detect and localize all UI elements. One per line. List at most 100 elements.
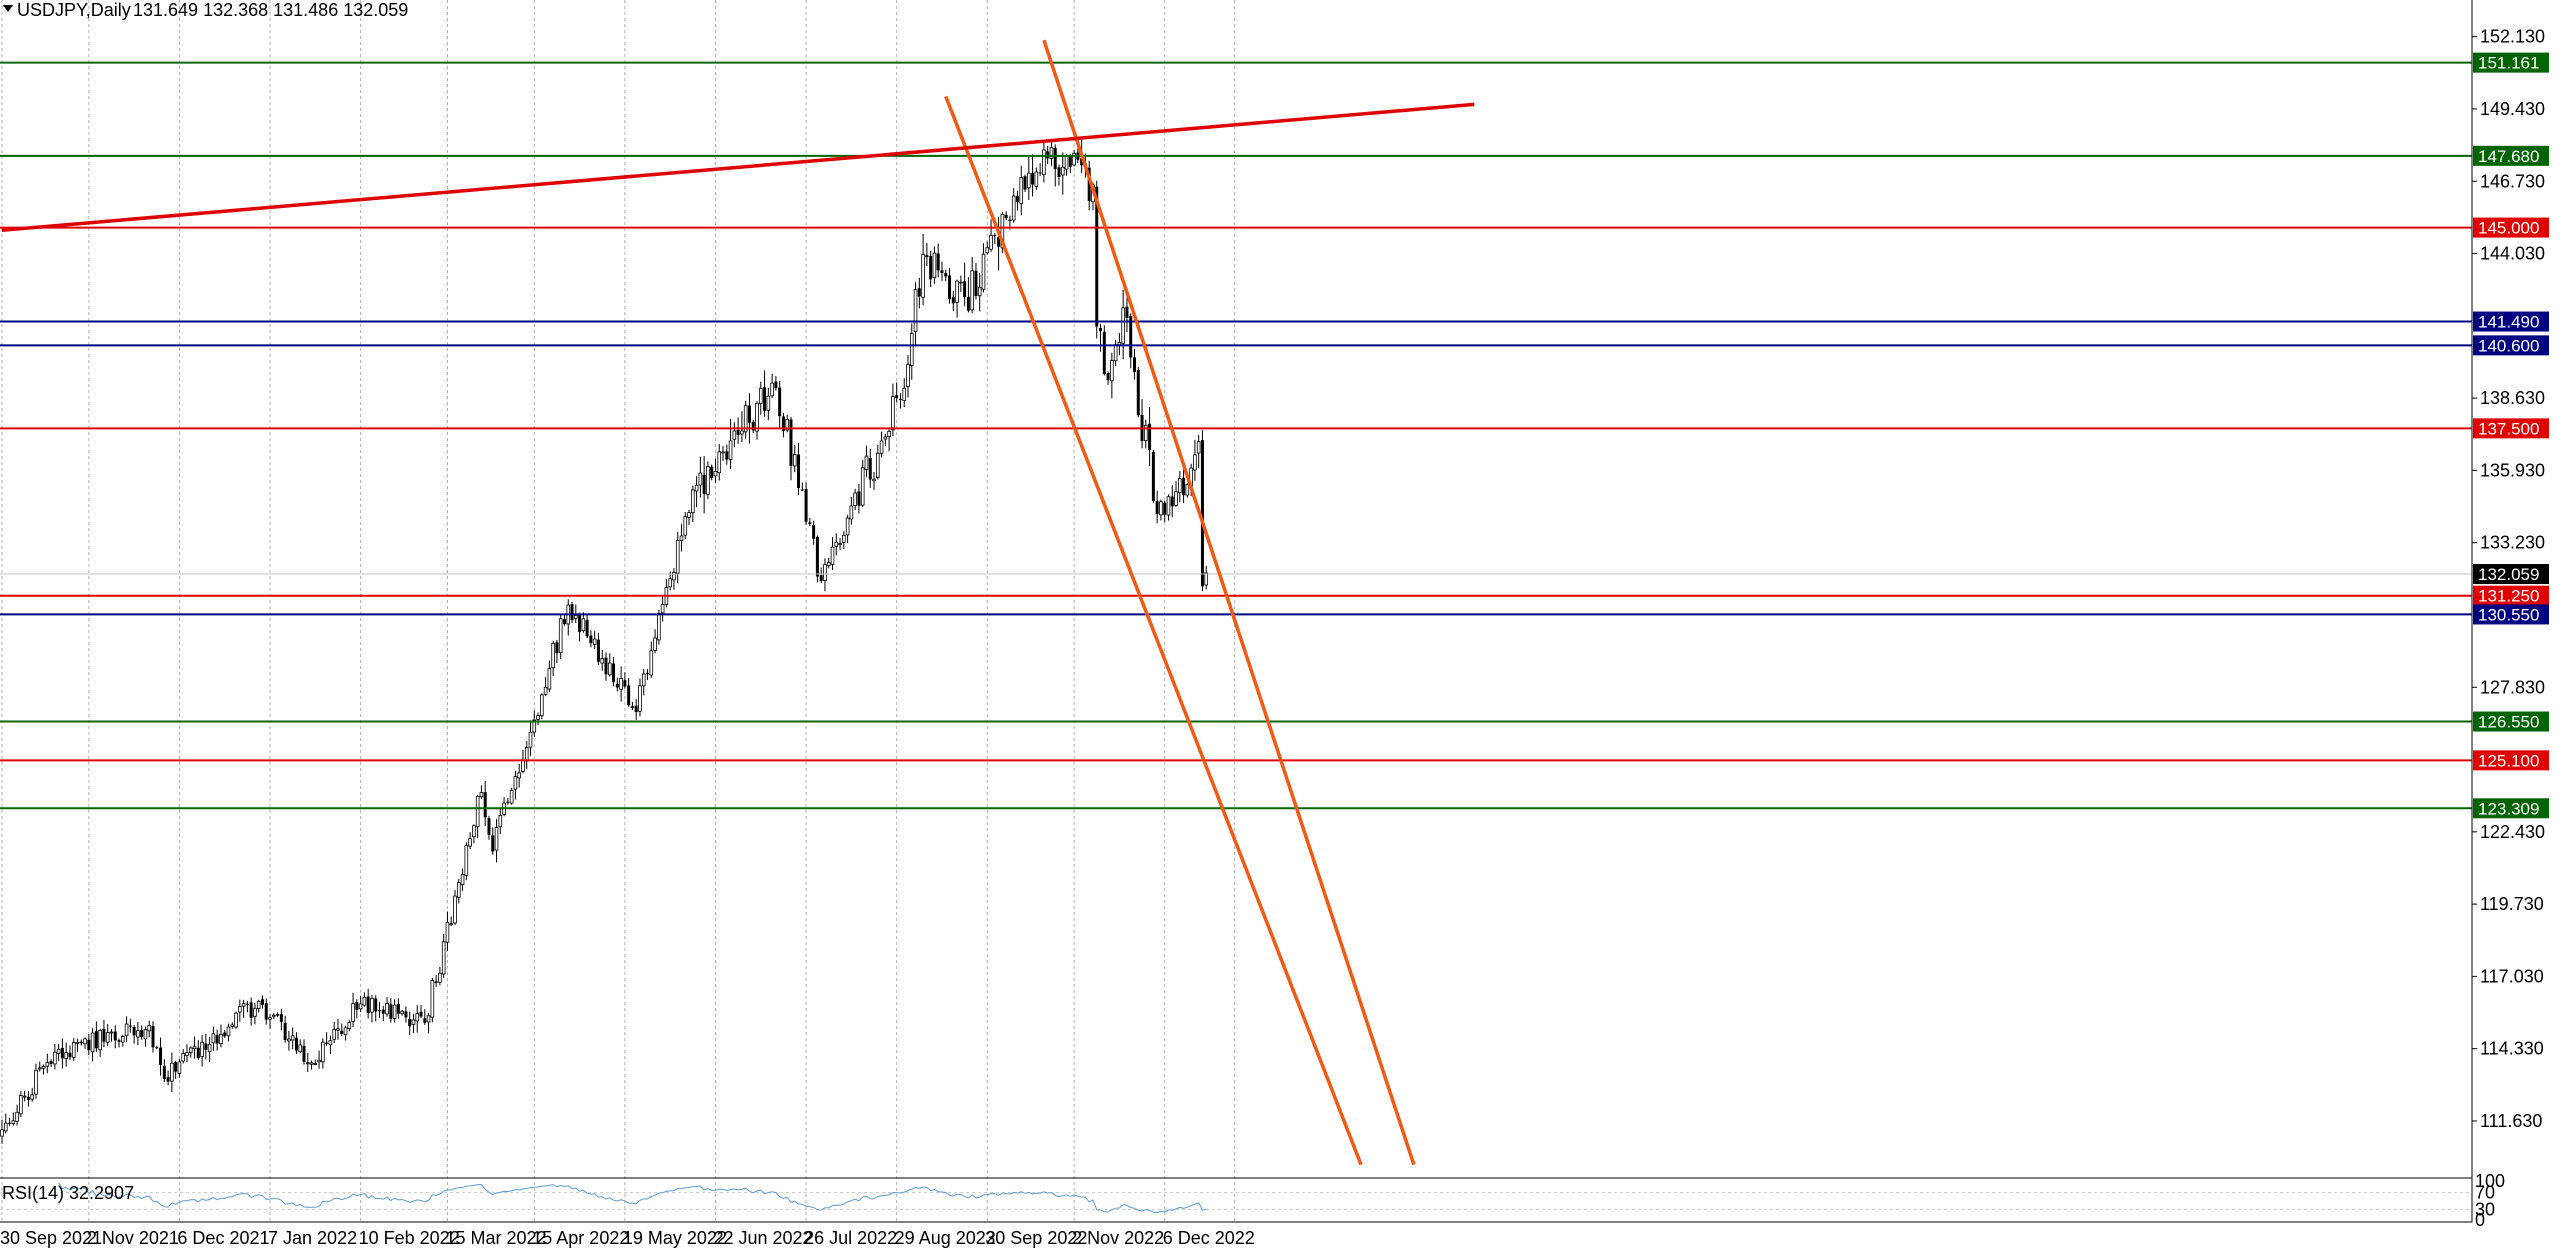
candle[interactable] [732,422,737,448]
candle[interactable] [434,974,438,987]
candle[interactable] [646,668,650,681]
candle[interactable] [687,509,691,526]
candle[interactable] [997,217,1001,271]
candle[interactable] [389,998,393,1023]
candle[interactable] [1174,481,1178,507]
candle[interactable] [812,520,816,545]
candle[interactable] [778,380,782,429]
candle[interactable] [430,977,435,1023]
candle[interactable] [509,787,514,805]
candle[interactable] [325,1032,329,1046]
candle[interactable] [98,1028,102,1057]
candle[interactable] [15,1104,19,1126]
candle[interactable] [468,832,472,850]
candle[interactable] [578,612,582,642]
candle[interactable] [944,269,948,282]
candle[interactable] [596,632,600,665]
candle[interactable] [921,233,925,306]
candle[interactable] [1170,485,1174,518]
candle[interactable] [895,382,899,403]
candle[interactable] [963,262,967,307]
candle[interactable] [736,417,740,444]
candle[interactable] [857,483,861,514]
candle[interactable] [1159,499,1163,521]
candle[interactable] [276,1012,280,1018]
candle[interactable] [528,720,533,756]
candle[interactable] [547,660,552,693]
candle[interactable] [691,485,695,523]
candle[interactable] [313,1059,318,1066]
candle[interactable] [494,818,499,863]
candle[interactable] [1185,483,1190,498]
candle[interactable] [181,1049,186,1064]
candle[interactable] [717,444,722,481]
candle[interactable] [860,460,865,508]
candle[interactable] [105,1024,110,1047]
candle[interactable] [808,518,812,526]
candle[interactable] [917,277,921,309]
candle[interactable] [385,997,389,1017]
candle[interactable] [64,1042,68,1067]
candle[interactable] [1155,490,1159,524]
candle[interactable] [1034,167,1039,190]
candle[interactable] [290,1027,295,1050]
candle[interactable] [408,1011,412,1036]
candle[interactable] [438,966,442,986]
candle[interactable] [619,666,623,702]
candle[interactable] [49,1059,53,1067]
candle[interactable] [1031,154,1035,197]
candle[interactable] [649,641,654,678]
candle[interactable] [132,1025,136,1044]
candle[interactable] [834,533,839,556]
level-151.161[interactable]: 151.161 [0,52,2549,73]
candle[interactable] [864,445,869,478]
candle[interactable] [378,1002,381,1018]
candle[interactable] [1102,325,1106,376]
candle[interactable] [925,242,929,267]
candle[interactable] [347,1020,352,1032]
candle[interactable] [1151,449,1155,503]
candle[interactable] [706,461,710,499]
candle[interactable] [517,763,521,788]
candle[interactable] [876,444,880,480]
candle[interactable] [155,1045,159,1050]
candle[interactable] [1133,348,1136,380]
candle[interactable] [472,824,476,844]
candle[interactable] [1106,371,1110,385]
candle[interactable] [355,999,359,1019]
candle[interactable] [959,275,963,292]
candle[interactable] [612,657,616,687]
candle[interactable] [309,1060,314,1070]
candle[interactable] [981,243,986,293]
candle[interactable] [1015,190,1019,211]
candle[interactable] [351,992,355,1028]
candle[interactable] [1196,435,1201,469]
candle[interactable] [592,630,597,649]
candle[interactable] [185,1044,189,1063]
candle[interactable] [256,999,261,1013]
candle[interactable] [940,261,944,281]
candle[interactable] [374,995,378,1022]
candle[interactable] [683,511,688,540]
candle[interactable] [415,1005,420,1033]
candle[interactable] [1004,211,1008,221]
candle[interactable] [260,995,264,1009]
candle[interactable] [37,1061,42,1072]
trendline-upper-channel[interactable] [1042,39,1416,1166]
candle[interactable] [1110,353,1114,399]
candle[interactable] [113,1025,117,1049]
candle[interactable] [211,1026,216,1052]
candle[interactable] [0,1119,4,1144]
candle[interactable] [71,1038,76,1062]
candle[interactable] [441,934,446,978]
candle[interactable] [977,273,982,312]
candle[interactable] [8,1117,12,1126]
candle[interactable] [336,1019,340,1040]
candle[interactable] [1087,160,1091,211]
candle[interactable] [60,1038,64,1069]
candle[interactable] [238,999,242,1022]
candle[interactable] [725,444,729,465]
candle[interactable] [536,712,540,726]
candle[interactable] [653,629,657,654]
candle[interactable] [913,282,918,347]
